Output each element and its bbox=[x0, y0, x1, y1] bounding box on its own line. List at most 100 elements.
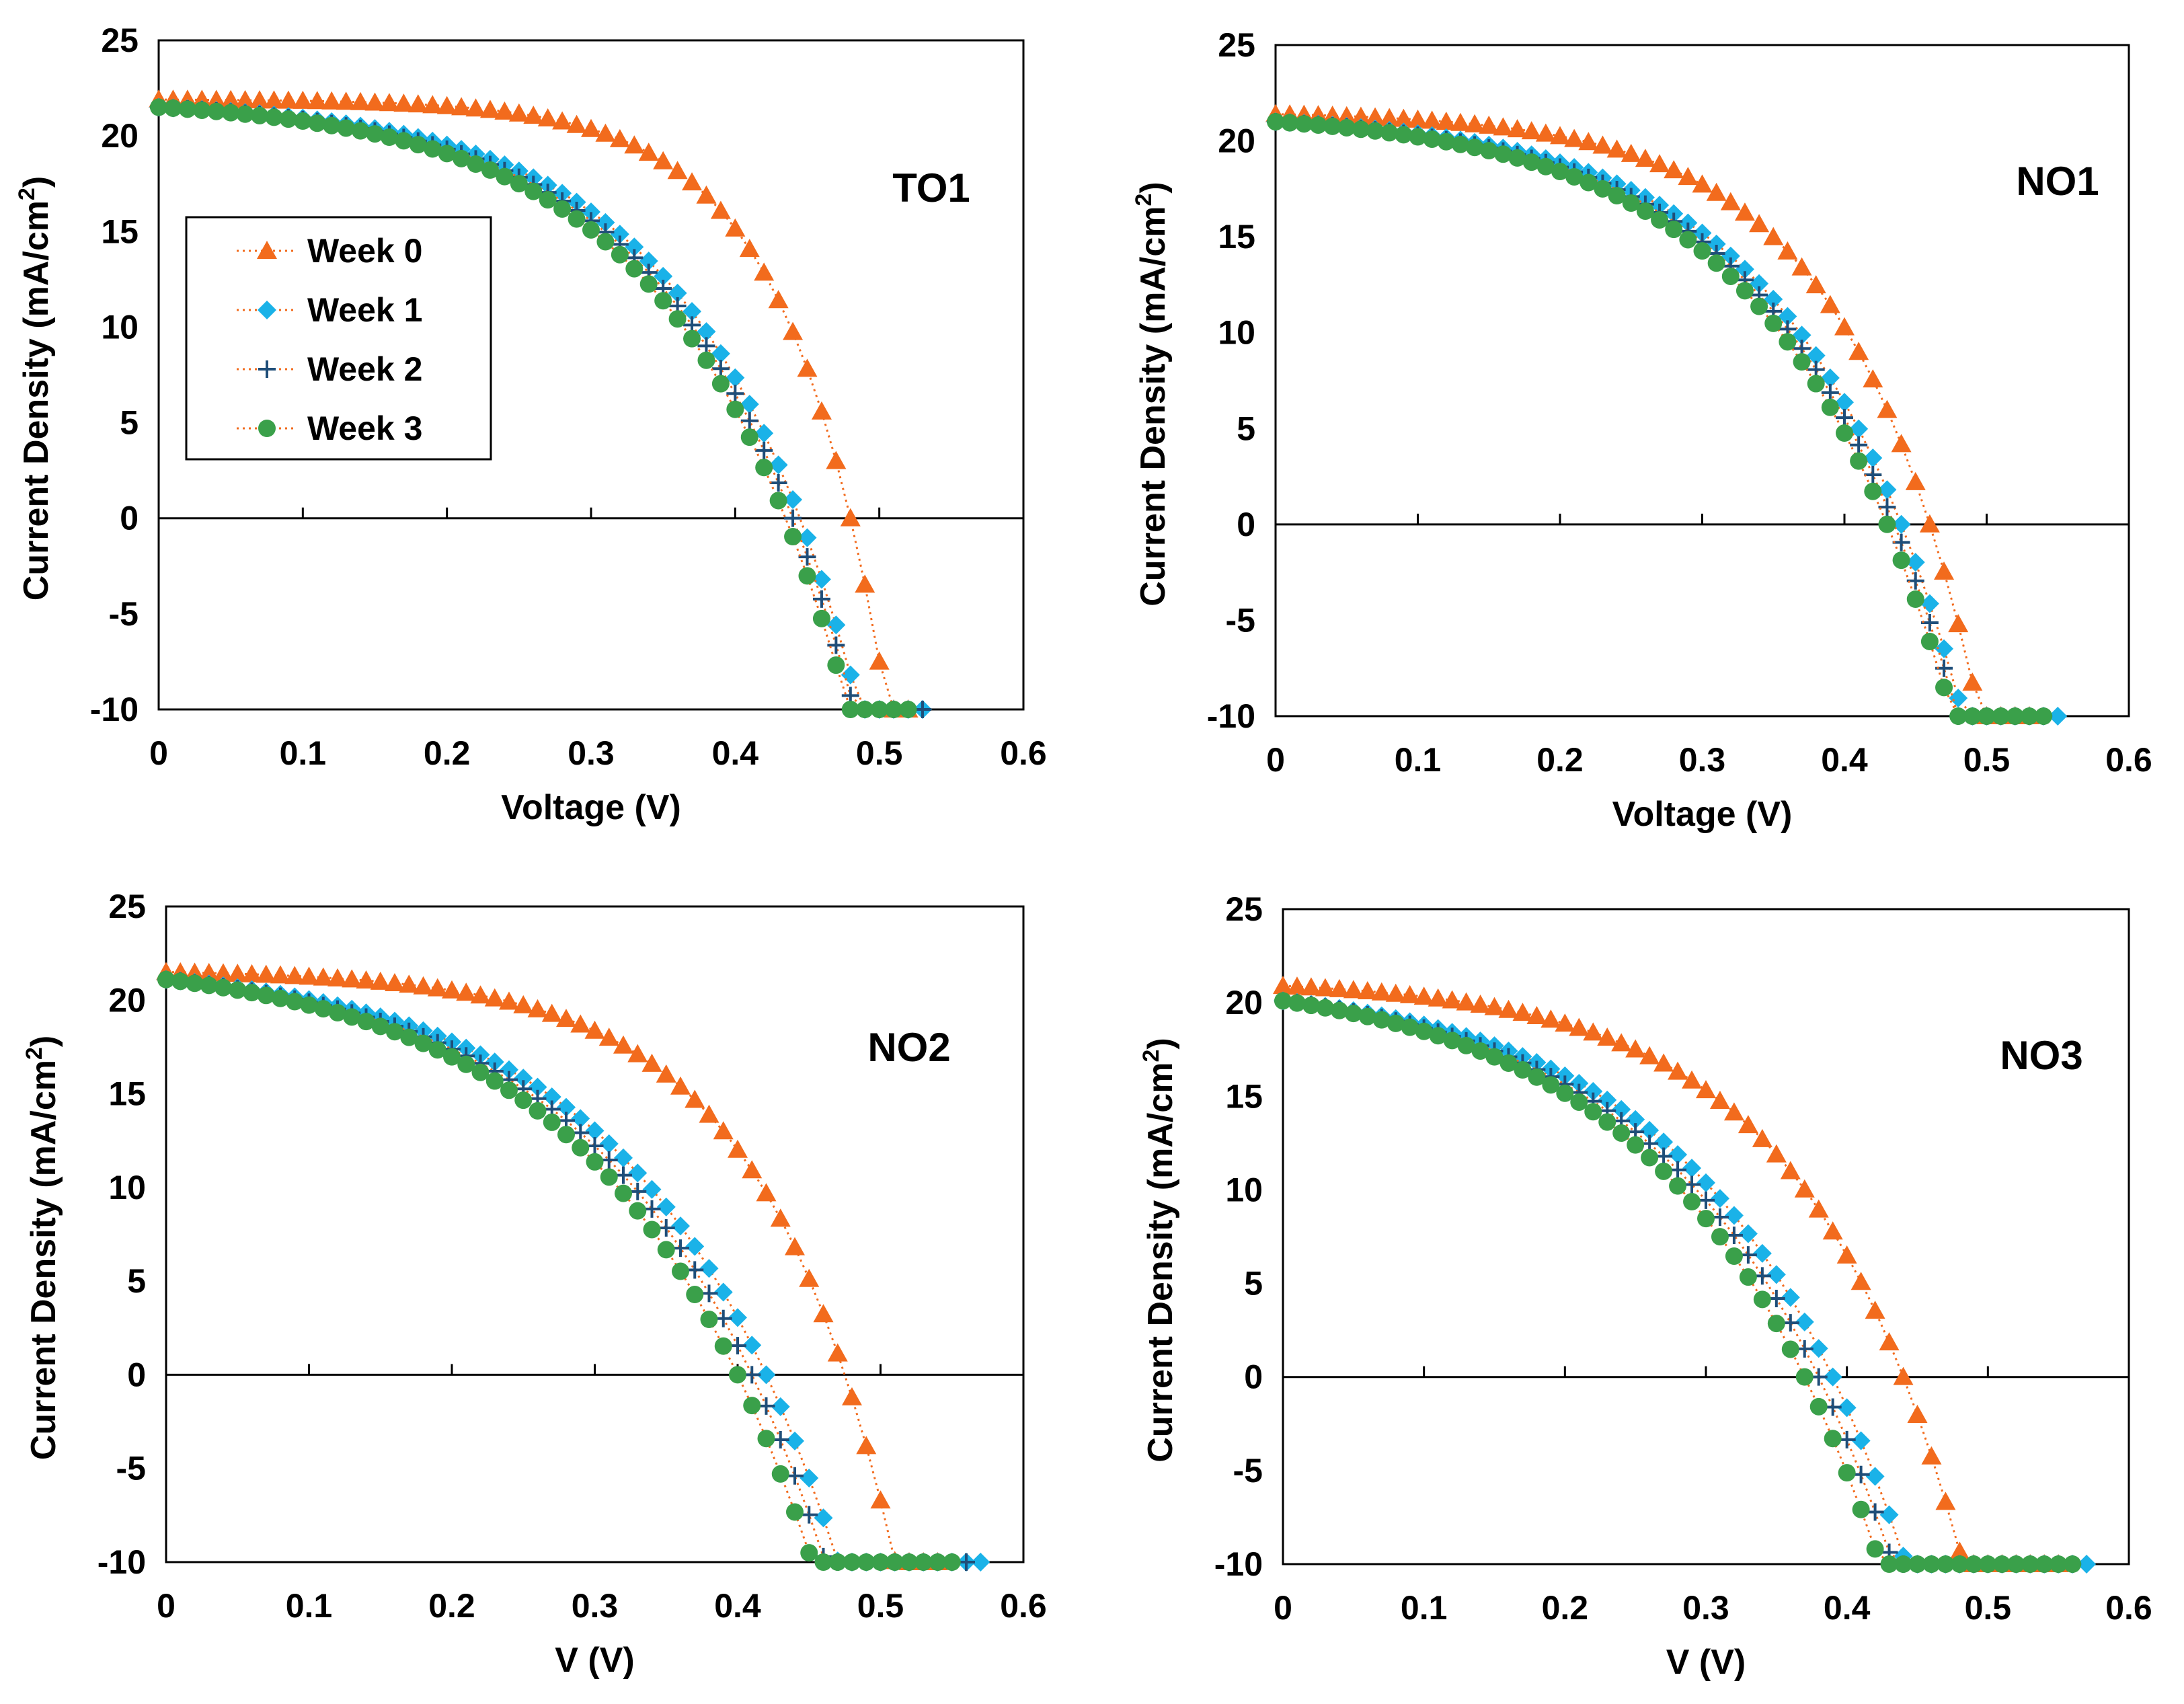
x-tick-label: 0.2 bbox=[424, 734, 471, 772]
data-point bbox=[667, 161, 688, 180]
data-point bbox=[342, 969, 362, 988]
data-point bbox=[2035, 707, 2053, 725]
legend-label: Week 3 bbox=[307, 410, 422, 447]
data-point bbox=[1668, 1145, 1688, 1165]
data-point bbox=[828, 1553, 847, 1571]
data-point bbox=[1837, 1398, 1857, 1418]
data-point bbox=[566, 114, 587, 133]
data-point bbox=[1919, 514, 1940, 533]
data-point bbox=[1750, 297, 1768, 315]
data-point bbox=[1344, 1005, 1362, 1023]
data-point bbox=[625, 260, 644, 278]
data-point bbox=[671, 1216, 690, 1236]
data-point bbox=[1471, 1042, 1489, 1060]
data-point bbox=[552, 111, 573, 130]
y-tick-label: -10 bbox=[98, 1543, 146, 1581]
data-point bbox=[1626, 1110, 1645, 1129]
data-point bbox=[582, 221, 600, 239]
data-point bbox=[1526, 1005, 1547, 1024]
series-week-3 bbox=[1274, 992, 2082, 1573]
data-point bbox=[1879, 1332, 1900, 1351]
data-point bbox=[1962, 672, 1983, 691]
data-point bbox=[1834, 317, 1855, 336]
legend-marker bbox=[258, 301, 276, 319]
data-point bbox=[1286, 976, 1307, 995]
data-point bbox=[300, 996, 318, 1014]
data-point bbox=[1736, 282, 1754, 300]
x-axis-title: Voltage (V) bbox=[1612, 795, 1793, 834]
data-point bbox=[265, 108, 283, 126]
data-point bbox=[1720, 192, 1741, 210]
legend-label: Week 0 bbox=[307, 232, 422, 270]
data-point bbox=[1594, 180, 1612, 198]
data-point bbox=[1627, 1136, 1645, 1154]
data-point bbox=[1665, 221, 1683, 239]
data-point bbox=[241, 964, 262, 982]
data-point bbox=[827, 636, 845, 654]
data-point bbox=[1721, 246, 1740, 266]
data-point bbox=[508, 103, 529, 122]
data-point bbox=[1905, 471, 1926, 490]
data-point bbox=[1584, 1103, 1602, 1121]
x-tick-label: 0 bbox=[157, 1587, 176, 1625]
data-point bbox=[668, 283, 687, 303]
y-tick-label: -5 bbox=[1233, 1452, 1263, 1489]
data-point bbox=[1794, 1179, 1815, 1198]
legend-marker bbox=[258, 420, 276, 437]
data-point bbox=[227, 964, 248, 982]
series-line bbox=[165, 978, 952, 1563]
data-point bbox=[697, 322, 716, 342]
data-point bbox=[256, 964, 276, 983]
series-line bbox=[1282, 999, 2073, 1565]
x-tick-label: 0.3 bbox=[568, 734, 615, 772]
data-point bbox=[1480, 142, 1498, 160]
data-point bbox=[1710, 1189, 1729, 1208]
data-point bbox=[826, 451, 847, 469]
data-point bbox=[814, 1553, 832, 1571]
series-line bbox=[165, 978, 966, 1563]
y-tick-label: -5 bbox=[116, 1450, 146, 1487]
data-point bbox=[682, 302, 702, 321]
data-point bbox=[1820, 368, 1840, 387]
data-point bbox=[869, 651, 890, 670]
data-point bbox=[568, 210, 586, 228]
series-line bbox=[165, 978, 981, 1563]
x-tick-label: 0.1 bbox=[1401, 1589, 1448, 1627]
y-tick-label: 10 bbox=[1218, 314, 1255, 352]
series-week-1 bbox=[157, 970, 990, 1572]
data-point bbox=[625, 237, 644, 257]
data-point bbox=[337, 119, 355, 137]
data-point bbox=[1337, 118, 1356, 137]
y-tick-label: 0 bbox=[127, 1356, 146, 1393]
x-tick-label: 0.4 bbox=[714, 1587, 761, 1625]
data-point bbox=[855, 574, 875, 593]
data-point bbox=[1880, 1555, 1898, 1573]
data-point bbox=[1683, 1193, 1701, 1211]
data-point bbox=[471, 1063, 490, 1081]
data-point bbox=[470, 985, 491, 1004]
data-point bbox=[584, 1020, 605, 1039]
data-point bbox=[627, 1044, 648, 1062]
data-point bbox=[270, 965, 290, 984]
data-point bbox=[1330, 1001, 1348, 1019]
y-tick-label: 15 bbox=[101, 212, 139, 250]
data-point bbox=[827, 656, 845, 674]
y-tick-label: 5 bbox=[127, 1262, 146, 1300]
data-point bbox=[726, 400, 744, 418]
data-point bbox=[1550, 126, 1570, 145]
data-point bbox=[213, 963, 233, 982]
data-point bbox=[184, 962, 205, 981]
data-point bbox=[1921, 1446, 1942, 1465]
series-line bbox=[165, 971, 938, 1563]
y-tick-label: -10 bbox=[1207, 697, 1255, 735]
data-point bbox=[264, 90, 284, 109]
plot-area bbox=[165, 905, 1025, 1563]
y-axis-title: Current Density (mA/cm2) bbox=[22, 1036, 63, 1460]
data-point bbox=[1965, 1555, 1983, 1573]
data-point bbox=[1766, 1144, 1787, 1163]
y-tick-label: 15 bbox=[1218, 218, 1255, 256]
legend-box bbox=[185, 216, 492, 461]
data-point bbox=[1466, 139, 1484, 157]
data-point bbox=[1442, 990, 1462, 1009]
x-tick-label: 0.5 bbox=[1963, 741, 2011, 779]
